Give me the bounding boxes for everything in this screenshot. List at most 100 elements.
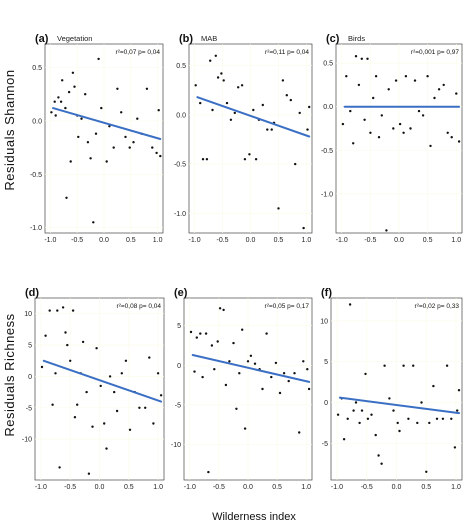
data-point [67,90,71,94]
data-point [348,303,352,306]
data-point [229,118,233,122]
data-point [261,387,264,391]
x-tick-label: 0.0 [394,237,404,244]
y-label-bottom: Residuals Richness [2,313,17,436]
x-label: Wilderness index [212,511,296,523]
data-point [61,306,65,309]
data-point [354,401,358,404]
data-point [71,71,75,75]
data-point [105,447,108,450]
regression-line [52,107,162,140]
data-point [374,75,378,78]
data-point [363,118,366,122]
data-point [289,98,292,102]
panel-title: Vegetation [57,34,92,43]
data-point [266,128,269,131]
data-point [136,117,139,120]
data-point [429,144,432,148]
data-point [302,360,305,363]
data-point [287,379,290,383]
data-point [446,131,449,134]
data-point [65,196,68,199]
panel-letter: (b) [179,33,193,45]
y-tick-label: -0.5 [174,162,186,169]
data-point [53,100,56,103]
data-point [277,207,280,210]
x-tick-label: 0.5 [124,484,134,491]
x-tick-label: -1.0 [44,237,56,244]
y-tick-label: 0.5 [323,61,333,68]
y-tick-label: -0.5 [321,148,333,155]
data-point [302,226,305,230]
data-point [402,364,405,367]
data-point [194,84,197,87]
data-point [116,87,119,91]
data-point [342,438,346,441]
data-point [261,103,264,107]
data-point [282,372,286,375]
data-point [372,96,375,100]
data-point [383,364,386,367]
data-point [306,128,309,131]
data-point [218,307,222,310]
data-point [64,331,67,334]
data-point [294,162,297,166]
data-point [387,88,390,91]
data-point [352,142,355,145]
data-point [377,454,380,457]
data-point [97,57,100,61]
data-point [241,328,244,331]
data-point [44,334,47,337]
x-tick-label: 0.5 [421,484,431,491]
stat-label: r²=0,02 p= 0,33 [415,303,460,310]
x-tick-label: 0.0 [246,237,256,244]
data-point [113,390,116,394]
data-point [404,75,408,78]
data-point [392,127,395,130]
data-point [396,421,399,425]
y-tick-label: -10 [22,437,32,444]
data-point [58,466,61,469]
data-point [442,83,445,87]
data-point [416,421,419,425]
data-point [285,94,288,97]
data-point [84,93,87,96]
data-point [224,383,228,387]
data-point [274,361,278,365]
data-point [252,108,255,112]
y-tick-label: 0 [28,374,32,381]
data-point [369,131,372,134]
data-point [213,368,216,371]
data-point [66,343,69,347]
data-point [120,111,123,114]
data-point [388,397,391,400]
data-point [216,76,220,79]
data-point [222,79,225,82]
panel-letter: (e) [174,287,188,299]
data-point [209,59,212,62]
data-point [240,84,244,87]
x-tick-label: 0.0 [392,484,402,491]
data-point [413,79,417,82]
x-tick-label: 0.5 [274,237,284,244]
data-point [201,158,205,161]
data-point [278,391,282,395]
data-point [425,470,428,473]
data-point [238,372,241,375]
data-point [73,416,77,419]
data-point [358,421,361,425]
y-tick-label: 10 [320,318,328,325]
data-point [94,132,98,135]
data-point [270,375,273,379]
x-tick-label: 1.0 [302,237,312,244]
data-point [148,356,151,359]
data-point [341,122,345,126]
y-tick-label: 0 [324,400,328,407]
stat-label: r²=0,11 p= 0,04 [265,49,309,56]
panel-title: MAB [201,34,217,43]
x-tick-label: -1.0 [331,484,343,491]
data-point [435,417,439,420]
data-point [265,332,268,335]
data-point [73,85,76,88]
